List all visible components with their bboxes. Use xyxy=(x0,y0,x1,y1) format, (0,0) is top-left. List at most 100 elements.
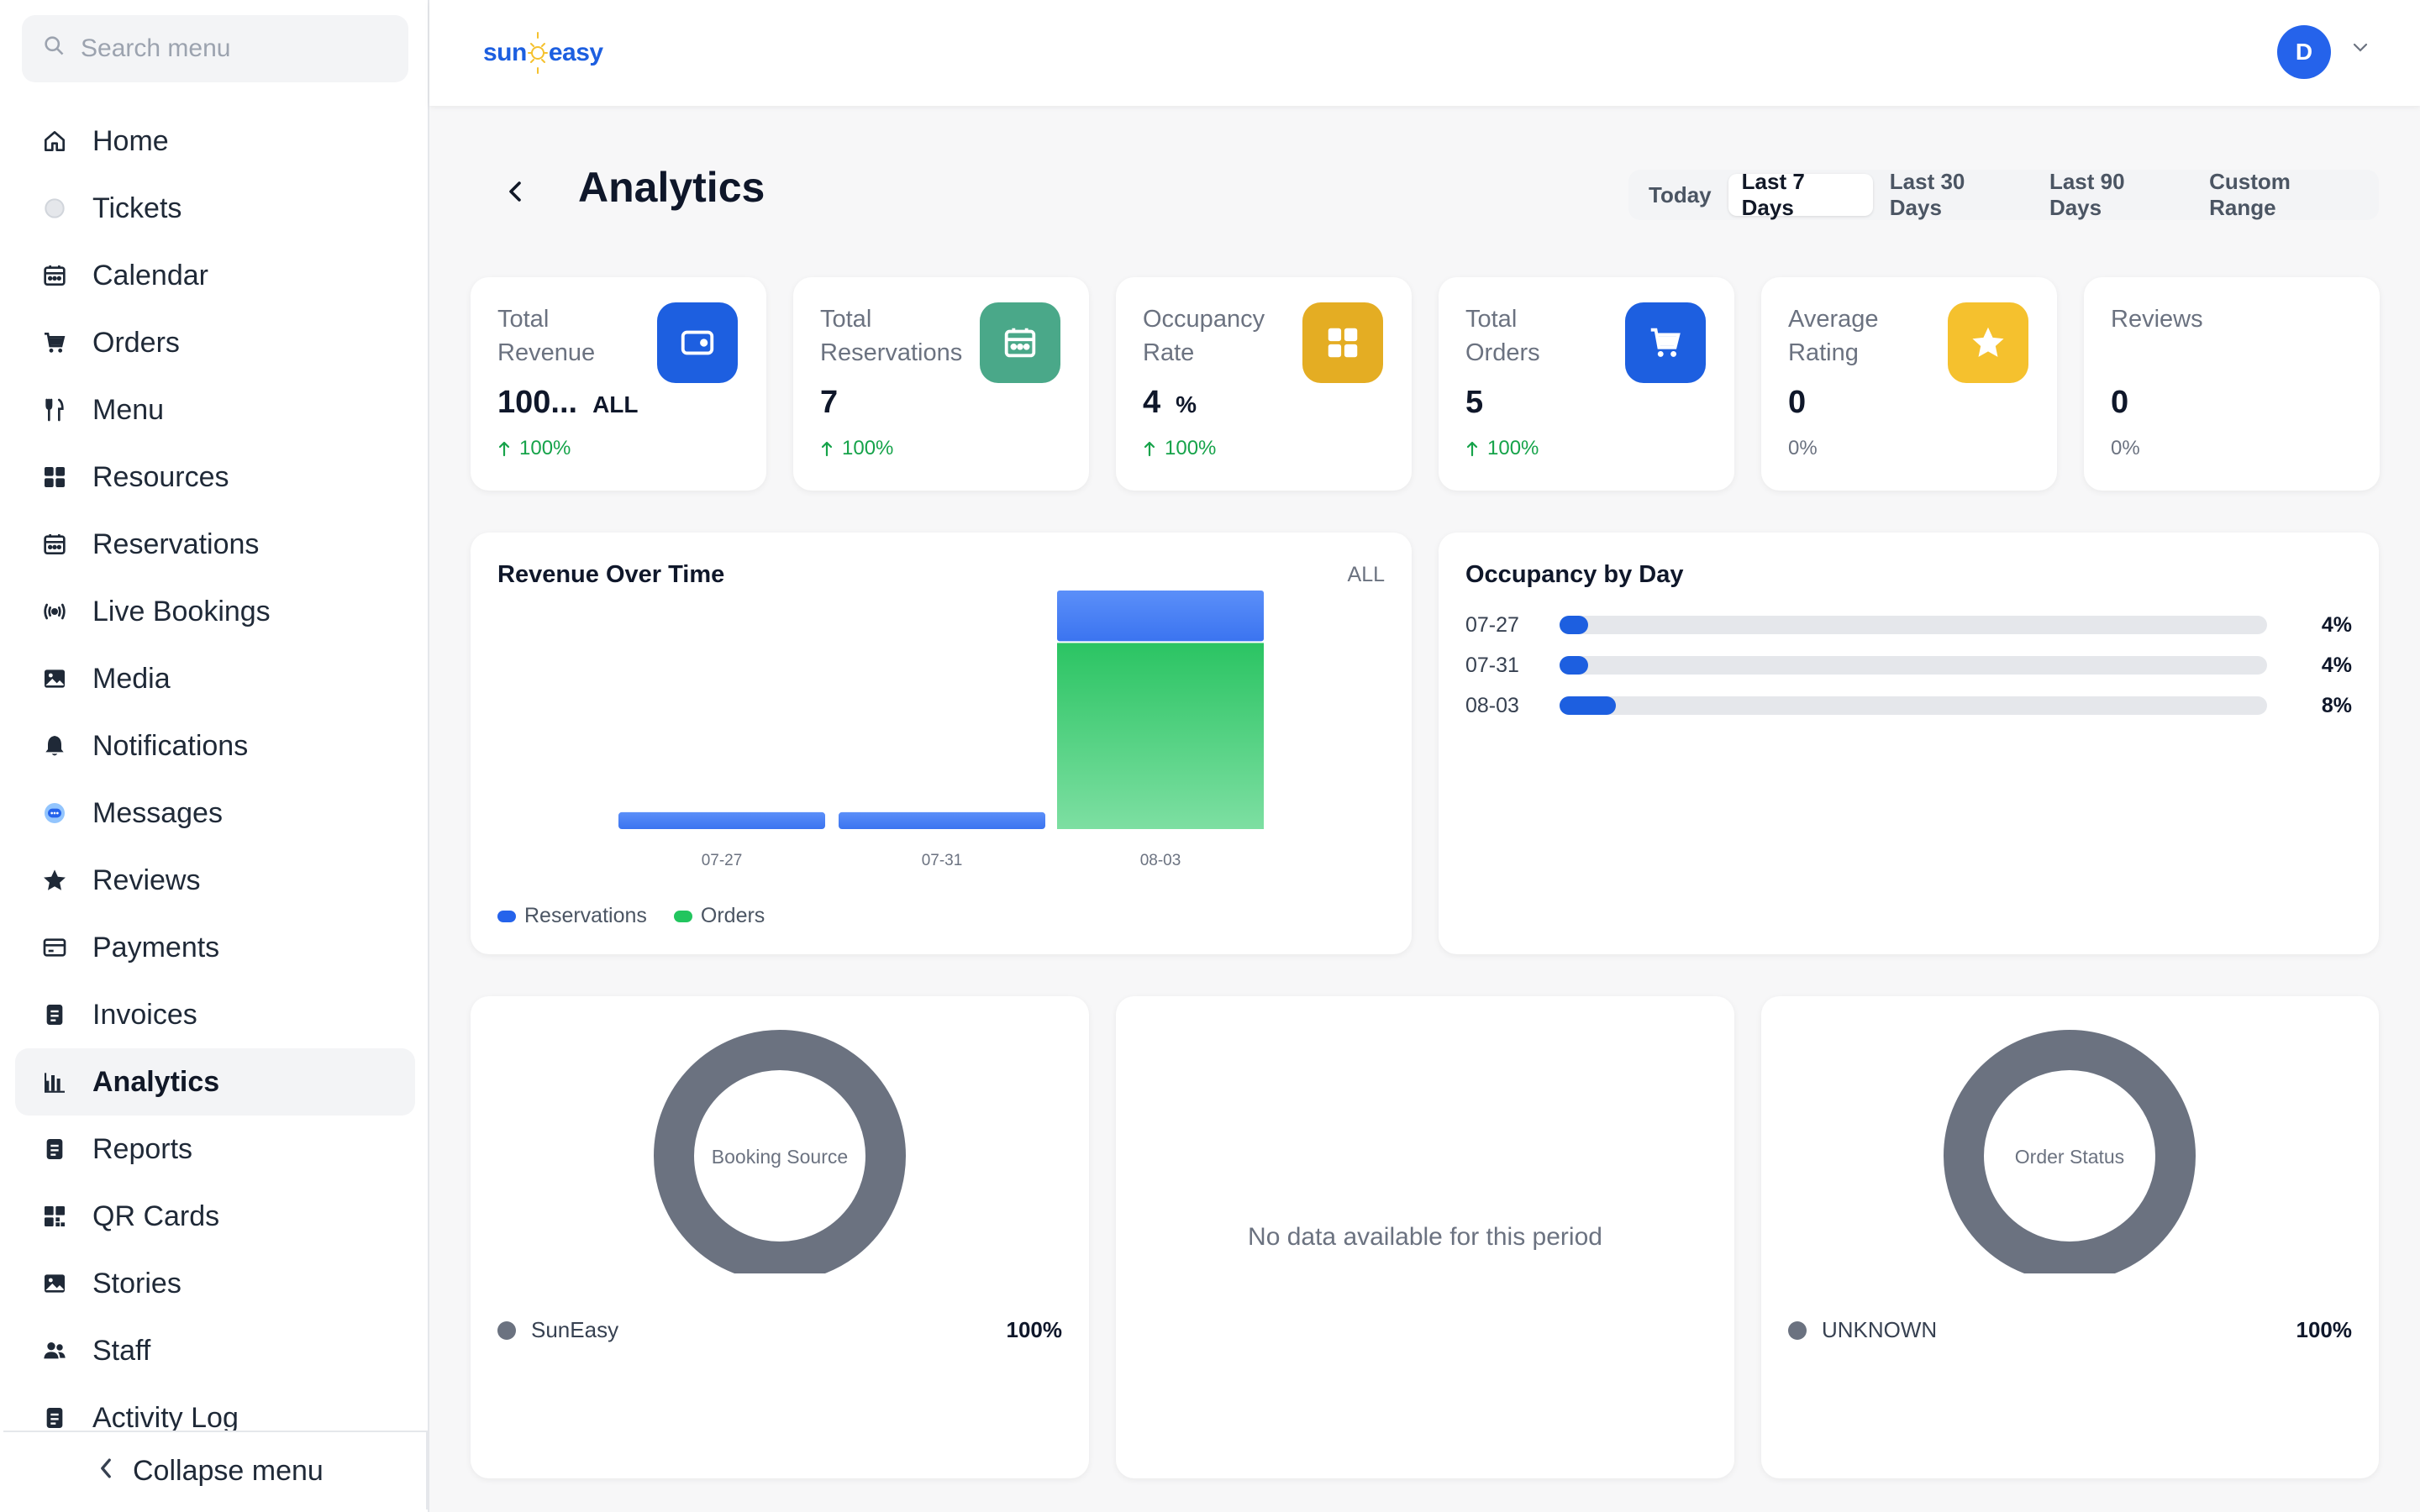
occupancy-bar-fill[interactable] xyxy=(1560,616,1588,634)
grid-icon xyxy=(40,463,69,491)
kpi-value: 7 xyxy=(820,385,839,420)
sidebar-item-label: Resources xyxy=(92,460,229,493)
donut-slice-unknown[interactable] xyxy=(1944,1030,2196,1273)
sun-icon xyxy=(527,32,548,74)
legend-name: UNKNOWN xyxy=(1822,1317,1938,1342)
sidebar-item-label: Payments xyxy=(92,931,220,963)
collapse-menu-button[interactable]: Collapse menu xyxy=(3,1431,428,1509)
sidebar-item-calendar[interactable]: Calendar xyxy=(15,242,415,309)
legend-label: Orders xyxy=(700,904,765,927)
sidebar-item-payments[interactable]: Payments xyxy=(15,914,415,981)
sidebar-item-messages[interactable]: Messages xyxy=(15,780,415,847)
sidebar-item-orders[interactable]: Orders xyxy=(15,309,415,376)
range-option-last-7-days[interactable]: Last 7 Days xyxy=(1728,169,1873,220)
order-status-donut: Order Status xyxy=(1944,1030,2196,1273)
ticket-icon xyxy=(40,194,69,223)
legend-pct: 100% xyxy=(1006,1317,1063,1342)
bell-icon xyxy=(40,732,69,760)
sidebar-item-reports[interactable]: Reports xyxy=(15,1116,415,1183)
donut-slice-suneasy[interactable] xyxy=(654,1030,906,1273)
sidebar-item-activity-log[interactable]: Activity Log xyxy=(15,1384,415,1452)
card-title: Occupancy by Day xyxy=(1465,561,1684,588)
sidebar-item-resources[interactable]: Resources xyxy=(15,444,415,511)
kpi-change-value: 100% xyxy=(842,437,894,459)
arrow-up-icon xyxy=(1144,441,1155,457)
sidebar-item-media[interactable]: Media xyxy=(15,645,415,712)
arrow-up-icon xyxy=(498,441,510,457)
search-placeholder: Search menu xyxy=(81,34,231,62)
suneasy-logo[interactable]: sun easy xyxy=(483,24,603,82)
occupancy-bar-fill[interactable] xyxy=(1560,656,1588,675)
kpi-change-value: 0% xyxy=(2111,437,2140,459)
sidebar-item-label: Staff xyxy=(92,1334,151,1367)
kpi-icon-tile xyxy=(1625,302,1706,383)
legend-swatch xyxy=(673,910,692,922)
chevron-down-icon[interactable] xyxy=(2351,42,2370,58)
kpi-change: 0% xyxy=(2111,437,2140,460)
image-icon xyxy=(40,664,69,693)
avatar[interactable]: D xyxy=(2277,25,2331,79)
kpi-icon-tile xyxy=(980,302,1060,383)
occupancy-bar-track xyxy=(1560,696,2267,715)
bar-chart-icon xyxy=(40,1068,69,1096)
date-range-selector: Today Last 7 Days Last 30 Days Last 90 Days… xyxy=(1628,169,2379,220)
kpi-change-value: 0% xyxy=(1788,437,1818,459)
kpi-card-total-orders: Total Orders 5 100% xyxy=(1439,277,1734,491)
sidebar-item-menu[interactable]: Menu xyxy=(15,376,415,444)
legend-item-reservations[interactable]: Reservations xyxy=(497,904,647,928)
range-option-today[interactable]: Today xyxy=(1649,181,1712,207)
sidebar-item-notifications[interactable]: Notifications xyxy=(15,712,415,780)
sidebar-item-label: Analytics xyxy=(92,1065,220,1098)
sidebar-item-analytics[interactable]: Analytics xyxy=(15,1048,415,1116)
sidebar-item-live-bookings[interactable]: Live Bookings xyxy=(15,578,415,645)
star-icon xyxy=(40,866,69,895)
sidebar-item-label: Live Bookings xyxy=(92,595,271,627)
occupancy-bar-fill[interactable] xyxy=(1560,696,1617,715)
bar-reservations-07-31[interactable] xyxy=(839,811,1045,829)
chart-legend: Reservations Orders xyxy=(497,904,765,928)
legend-pct: 100% xyxy=(2296,1317,2353,1342)
qr-icon xyxy=(40,1202,69,1231)
sidebar-item-qr-cards[interactable]: QR Cards xyxy=(15,1183,415,1250)
home-icon xyxy=(40,127,69,155)
occupancy-date: 07-31 xyxy=(1465,653,1519,677)
sidebar-item-label: Notifications xyxy=(92,729,249,762)
currency-label: ALL xyxy=(1347,563,1385,586)
bar-orders-08-03[interactable] xyxy=(1057,643,1264,829)
occupancy-bar-track xyxy=(1560,616,2267,634)
sidebar-item-home[interactable]: Home xyxy=(15,108,415,175)
sidebar-item-label: Media xyxy=(92,662,171,695)
donut-center-label: Booking Source xyxy=(712,1146,848,1168)
occupancy-by-day-card: Occupancy by Day 07-27 4% 07-31 4% 08-03 8% xyxy=(1439,533,2379,954)
kpi-change: 100% xyxy=(1465,437,1539,460)
kpi-card-occupancy-rate: Occupancy Rate 4% 100% xyxy=(1116,277,1412,491)
bar-reservations-07-27[interactable] xyxy=(618,811,825,829)
bar-reservations-08-03[interactable] xyxy=(1057,591,1264,642)
range-option-custom-range[interactable]: Custom Range xyxy=(2209,169,2291,220)
revenue-over-time-card: Revenue Over Time ALL 07-27 07-31 08-03 Re… xyxy=(471,533,1412,954)
kpi-value: 0 xyxy=(2111,385,2129,420)
sidebar-item-staff[interactable]: Staff xyxy=(15,1317,415,1384)
occupancy-percent: 4% xyxy=(2321,612,2352,637)
legend-item-orders[interactable]: Orders xyxy=(673,904,765,928)
sidebar-item-reservations[interactable]: Reservations xyxy=(15,511,415,578)
card-title: Revenue Over Time xyxy=(497,561,725,588)
back-button[interactable] xyxy=(501,173,531,210)
occupancy-row: 07-31 4% xyxy=(1465,648,2352,682)
sidebar-item-tickets[interactable]: Tickets xyxy=(15,175,415,242)
sidebar-item-invoices[interactable]: Invoices xyxy=(15,981,415,1048)
chevron-left-icon xyxy=(509,181,521,202)
range-option-last-30-days[interactable]: Last 30 Days xyxy=(1889,169,1965,220)
sidebar-item-label: Tickets xyxy=(92,192,182,224)
kpi-change-value: 100% xyxy=(519,437,571,459)
document-icon xyxy=(40,1135,69,1163)
grid-icon xyxy=(1323,323,1362,362)
sidebar-item-stories[interactable]: Stories xyxy=(15,1250,415,1317)
range-option-last-90-days[interactable]: Last 90 Days xyxy=(2049,169,2125,220)
kpi-icon-tile xyxy=(1302,302,1383,383)
sidebar-item-reviews[interactable]: Reviews xyxy=(15,847,415,914)
donut-legend: UNKNOWN 100% xyxy=(1788,1317,2352,1343)
kpi-change: 100% xyxy=(820,437,893,460)
search-menu-input[interactable]: Search menu xyxy=(22,15,408,82)
logo-text-easy: easy xyxy=(548,39,603,66)
